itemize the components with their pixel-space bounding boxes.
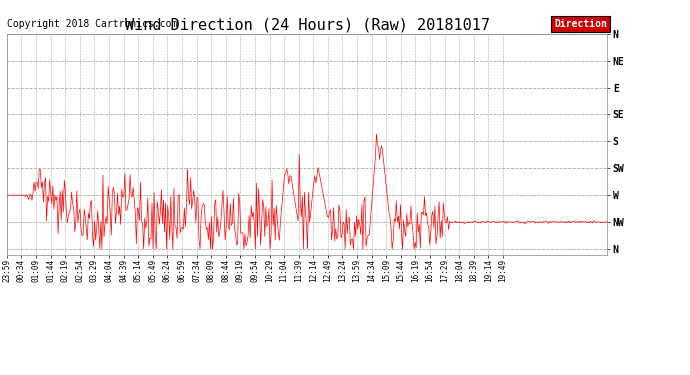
Text: Copyright 2018 Cartronics.com: Copyright 2018 Cartronics.com [7,20,177,29]
Text: Direction: Direction [554,20,607,29]
Title: Wind Direction (24 Hours) (Raw) 20181017: Wind Direction (24 Hours) (Raw) 20181017 [125,18,489,33]
